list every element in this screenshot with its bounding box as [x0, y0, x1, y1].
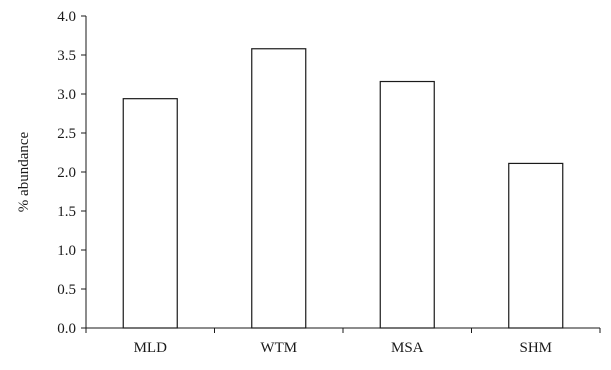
y-tick-label: 4.0 — [57, 9, 76, 25]
x-category-label: WTM — [260, 340, 297, 356]
plot-area: 0.0 0.5 1.0 1.5 2.0 2.5 3.0 3.5 4.0 MLD WTM MSA SHM — [57, 9, 601, 356]
bar-shm — [508, 162, 564, 329]
y-tick-label: 1.0 — [57, 243, 76, 259]
bars — [122, 48, 564, 329]
y-axis-ticks: 0.0 0.5 1.0 1.5 2.0 2.5 3.0 3.5 4.0 — [57, 9, 86, 337]
y-tick-label: 3.5 — [57, 48, 76, 64]
bar-wtm — [251, 48, 307, 329]
y-tick-label: 2.0 — [57, 165, 76, 181]
x-category-label: MSA — [391, 340, 424, 356]
bar-msa — [379, 80, 435, 329]
x-category-label: MLD — [134, 340, 168, 356]
y-tick-label: 2.5 — [57, 126, 76, 142]
bar-mld — [122, 98, 178, 329]
y-tick-label: 1.5 — [57, 204, 76, 220]
y-tick-label: 3.0 — [57, 87, 76, 103]
x-axis-ticks: MLD WTM MSA SHM — [85, 328, 601, 356]
y-tick-label: 0.5 — [57, 282, 76, 298]
x-category-label: SHM — [519, 340, 552, 356]
y-tick-label: 0.0 — [57, 321, 76, 337]
y-axis-title: % abundance — [16, 131, 32, 212]
